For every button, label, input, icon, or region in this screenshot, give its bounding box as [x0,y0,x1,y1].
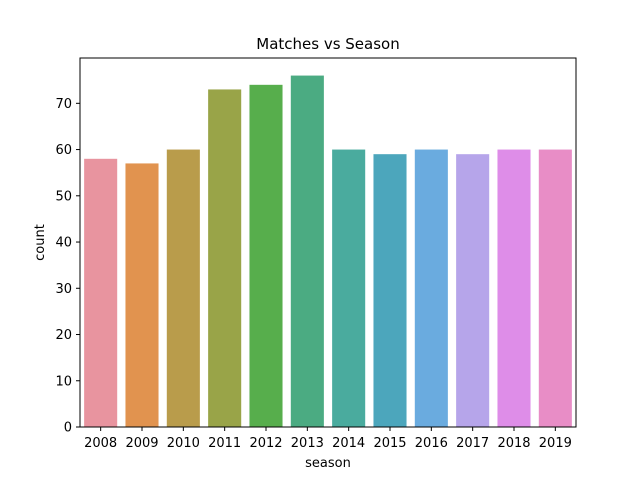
bars-group [84,75,572,428]
bar-2017 [456,154,490,427]
y-tick-label-30: 30 [55,282,72,297]
x-tick-label-2009: 2009 [125,436,158,451]
bar-2016 [414,149,448,427]
y-tick-label-50: 50 [55,189,72,204]
x-axis-label: season [305,456,351,471]
x-tick-label-2018: 2018 [497,436,530,451]
bar-2012 [249,84,283,427]
bar-2019 [538,149,572,427]
y-axis: 0 10 20 30 40 50 60 70 [55,97,80,436]
y-tick-label-0: 0 [64,421,72,436]
x-tick-label-2016: 2016 [415,436,448,451]
x-tick-label-2017: 2017 [456,436,489,451]
x-tick-label-2008: 2008 [84,436,117,451]
x-tick-label-2011: 2011 [208,436,241,451]
bar-2008 [84,158,118,427]
x-tick-label-2019: 2019 [539,436,572,451]
bar-2015 [373,154,407,427]
bar-2011 [208,89,242,428]
y-axis-label: count [33,224,48,261]
x-tick-label-2013: 2013 [291,436,324,451]
y-tick-label-70: 70 [55,97,72,112]
x-tick-label-2015: 2015 [373,436,406,451]
x-tick-label-2014: 2014 [332,436,365,451]
y-tick-label-10: 10 [55,374,72,389]
y-tick-label-60: 60 [55,143,72,158]
bar-2018 [497,149,531,427]
bar-2010 [166,149,200,427]
bar-2013 [290,75,324,428]
y-tick-label-40: 40 [55,236,72,251]
chart-title: Matches vs Season [256,35,399,53]
y-tick-label-20: 20 [55,328,72,343]
bar-2014 [332,149,366,427]
x-axis: 2008 2009 2010 2011 2012 2013 2014 2015 2016 2017… [84,427,572,451]
x-tick-label-2012: 2012 [249,436,282,451]
x-tick-label-2010: 2010 [167,436,200,451]
bar-2009 [125,163,159,427]
